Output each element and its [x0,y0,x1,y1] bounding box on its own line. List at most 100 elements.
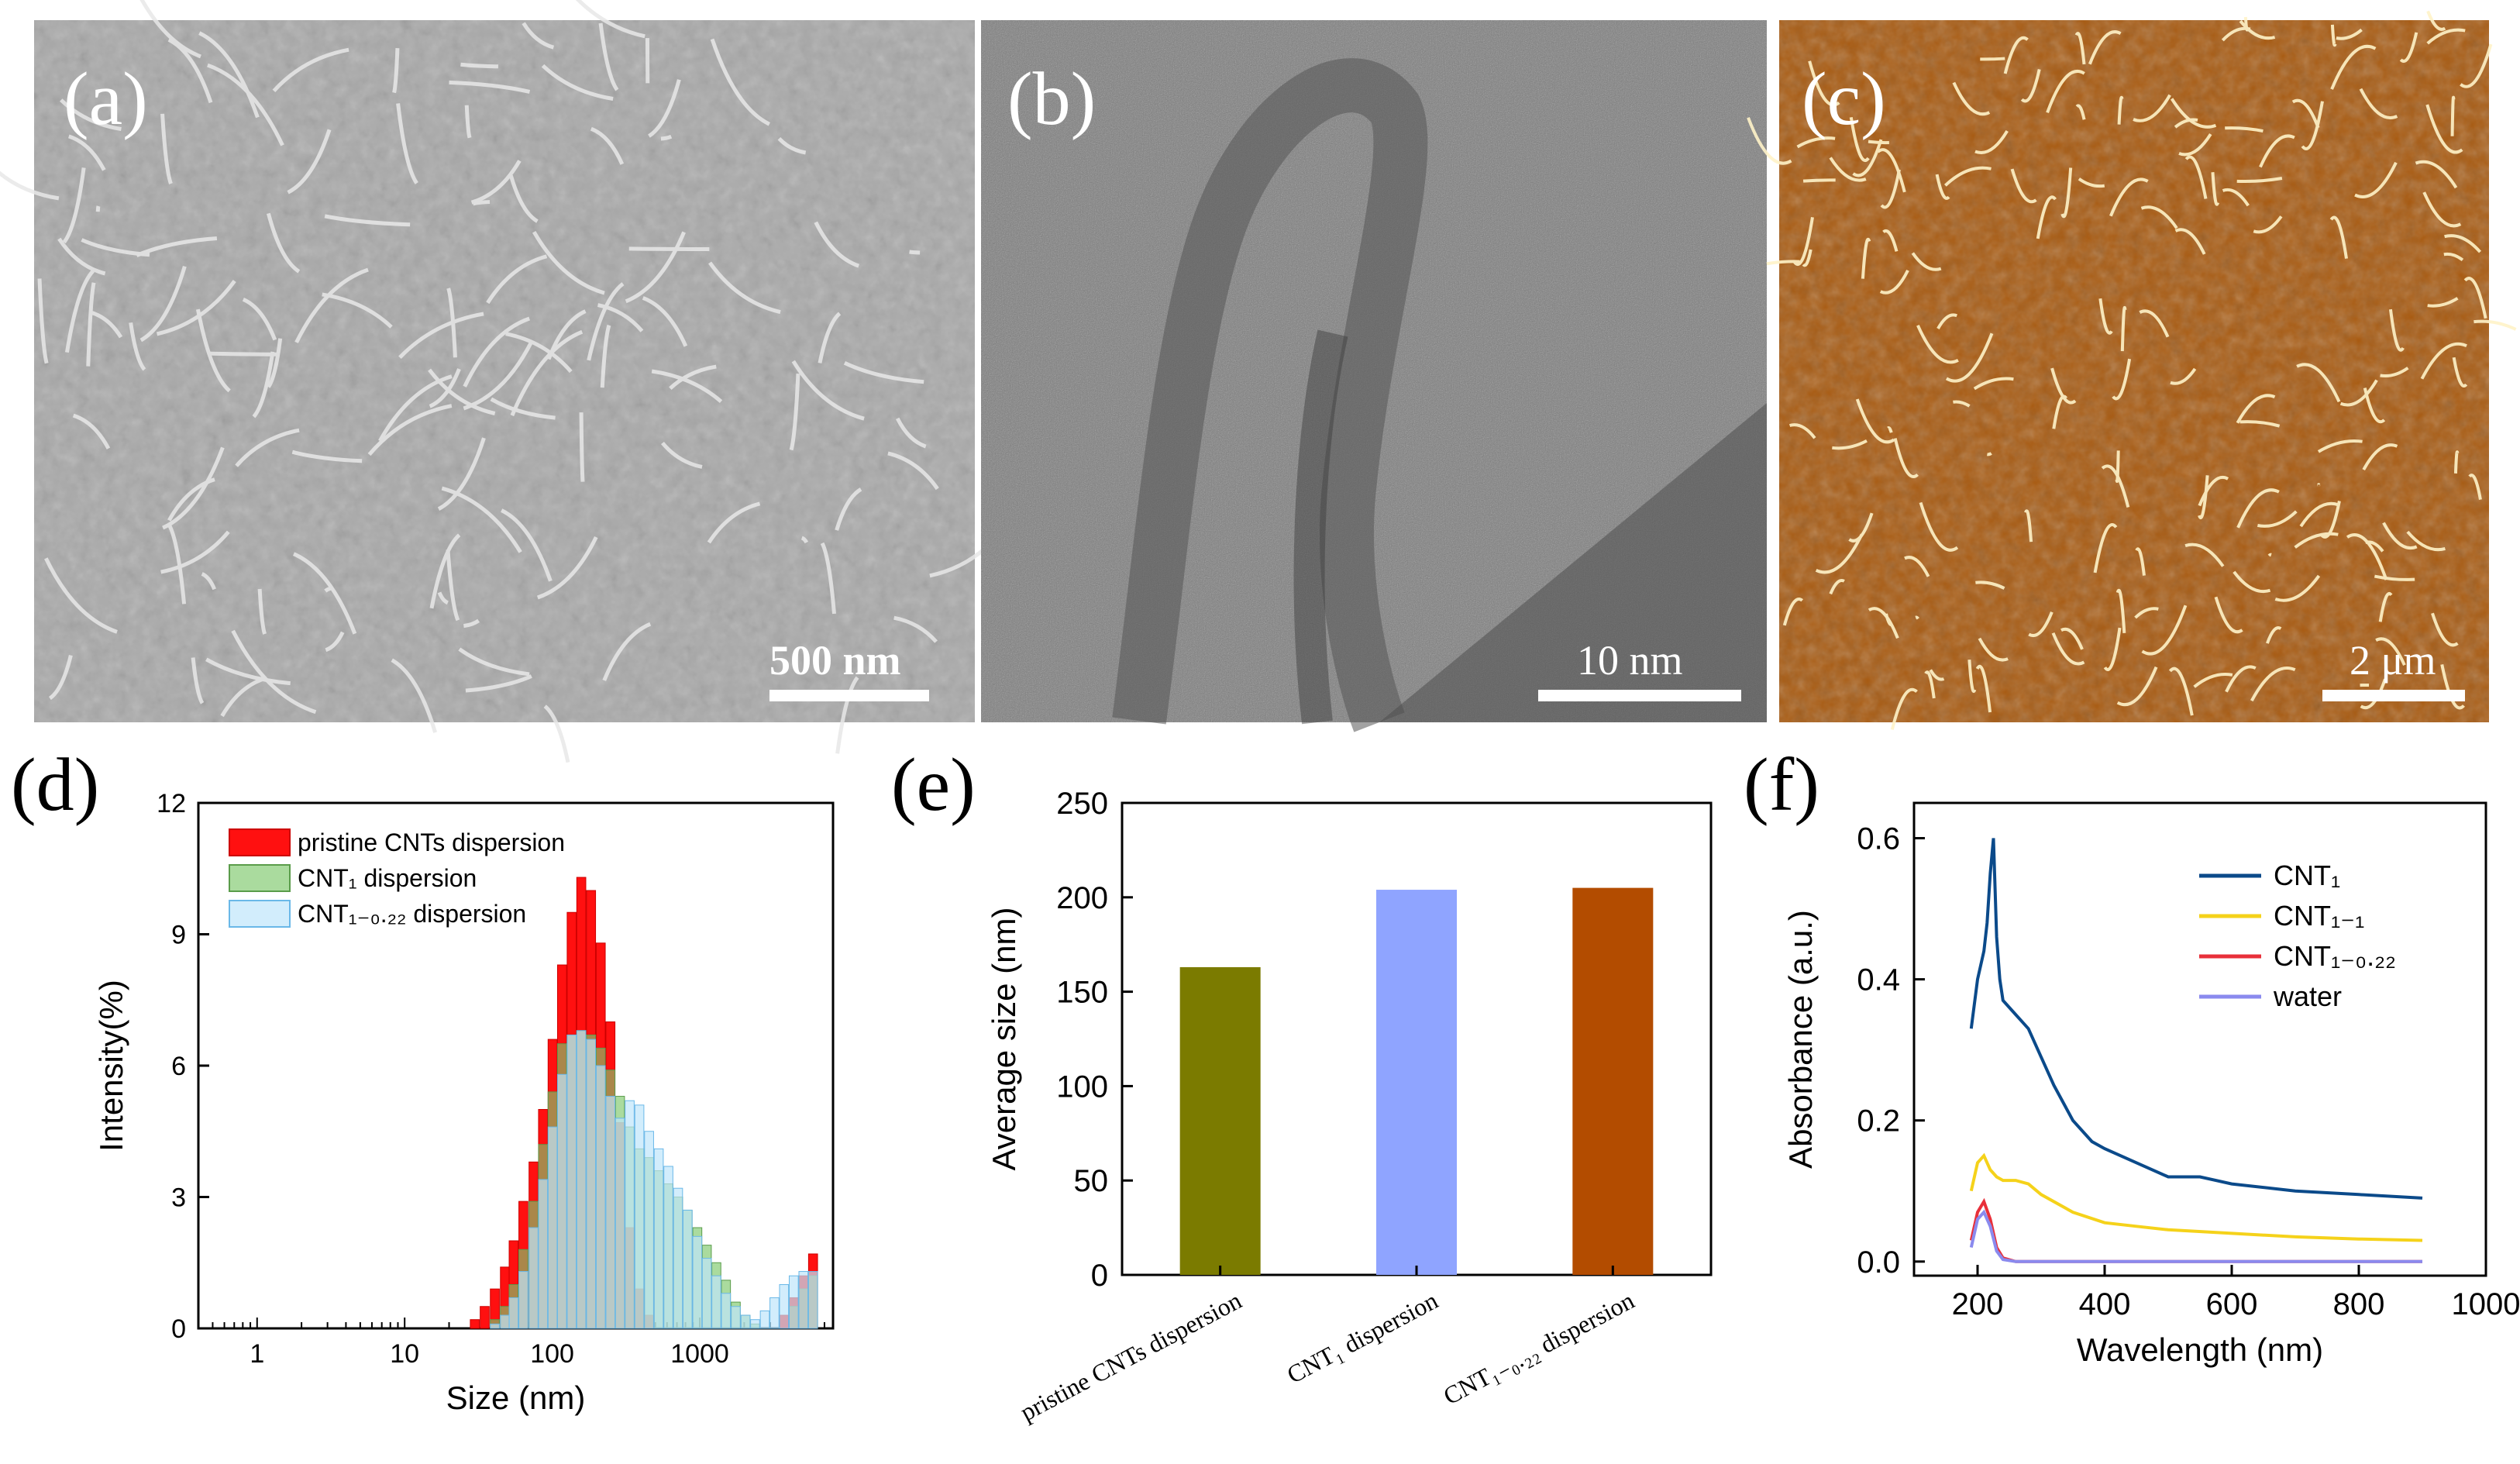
sem-fiber [235,428,300,467]
afm-fiber [2139,309,2170,338]
afm-fiber [1893,438,1919,478]
sem-fiber [463,618,480,629]
afm-fiber [2299,501,2339,528]
afm-fiber [1929,669,1945,681]
chart-d-bar-series-2 [731,1306,741,1329]
sem-fiber [437,591,449,605]
afm-fiber [1796,136,1836,149]
afm-fiber [1952,81,1991,116]
sem-fiber [160,530,230,574]
chart-e-bar-1 [1376,890,1457,1275]
chart-e-ytick-label: 50 [1074,1164,1109,1198]
sem-fiber [429,368,461,408]
afm-fiber [2168,667,2194,716]
afm-fiber [1849,117,1870,162]
sem-fiber [287,129,332,195]
sem-fiber [579,412,585,482]
chart-d-bar-series-2 [528,1227,539,1329]
sem-fiber [81,238,150,257]
afm-fiber [2362,443,2398,471]
sem-fiber [396,103,418,184]
sem-fiber [160,113,173,184]
sem-fiber [710,38,770,126]
afm-fiber [2267,553,2272,557]
afm-fiber [1919,501,1959,552]
chart-d-bar-series-2 [518,1271,528,1329]
sem-fiber [510,329,584,417]
chart-d-ytick-label: 12 [157,789,186,818]
sem-fiber [486,254,548,305]
panel-a-label: (a) [64,57,148,141]
chart-e-bar-2 [1572,887,1654,1275]
afm-fiber [2078,177,2105,188]
sem-fiber [139,265,187,343]
chart-d-bar-series-2 [576,1030,587,1329]
sem-fiber [522,22,555,50]
afm-fiber [2452,357,2468,388]
sem-fiber [895,417,927,449]
afm-fiber [2103,627,2122,671]
sem-fiber [252,351,275,419]
sem-fiber [458,647,530,677]
sem-fiber [64,269,95,353]
chart-f-ytick-label: 0.2 [1857,1104,1900,1138]
panel-b-label: (b) [1007,57,1096,141]
afm-fiber [2109,177,2149,217]
sem-fiber [392,48,400,94]
afm-fiber [2193,673,2233,688]
sem-fiber [508,174,539,223]
chart-f-xtick-label: 1000 [2452,1287,2520,1321]
chart-f-xtick-label: 400 [2079,1287,2131,1321]
afm-fiber [2117,96,2124,125]
chart-f-legend-label-1: CNT₁₋₁ [2274,900,2364,932]
afm-fiber [2415,160,2458,189]
afm-fiber [2174,118,2198,129]
chart-d-bar-series-2 [788,1275,799,1329]
afm-fiber [2046,69,2085,114]
sem-fiber [463,339,534,411]
afm-fiber [1887,426,1893,433]
afm-fiber [2420,342,2467,380]
afm-fiber [1980,57,2005,61]
afm-fiber [1861,237,1871,279]
afm-fiber [2221,26,2251,42]
afm-fiber [2399,32,2418,63]
afm-fiber [1975,580,2005,590]
panel-b-scale-bar [1538,690,1741,701]
afm-fiber [2051,632,2085,666]
sem-fiber [465,674,532,693]
afm-fiber [2112,358,2132,401]
afm-fiber [2074,32,2086,65]
sem-fiber [446,549,460,622]
afm-fiber [2222,188,2250,207]
chart-f-line-3 [1969,1209,2422,1263]
afm-fiber [2140,205,2178,229]
chart-d-bar-series-2 [586,1039,597,1329]
sem-fiber [661,441,703,469]
afm-fiber [2184,543,2225,567]
chart-d-bar-series-2 [673,1187,683,1329]
chart-d-legend-label-1: CNT₁ dispersion [298,864,477,892]
sem-fiber [139,0,201,59]
afm-fiber [1802,178,1836,183]
sem-fiber [543,704,570,763]
sem-fiber [628,246,710,252]
sem-fiber [814,221,860,268]
afm-fiber [2336,28,2363,40]
sem-fiber [57,237,106,276]
afm-fiber [2359,88,2398,119]
chart-d-bar-series-2 [644,1131,654,1329]
afm-fiber [2360,678,2387,709]
chart-d-bar-series-2 [595,1065,606,1329]
afm-fiber [1829,579,1845,595]
chart-f-xtick-label: 800 [2333,1287,2385,1321]
afm-fiber [2453,450,2460,474]
afm-fiber [2075,104,2086,120]
sem-fiber [48,654,73,701]
afm-fiber [2250,666,2296,702]
afm-fiber [1848,512,1874,543]
afm-fiber [2088,30,2122,65]
sem-fiber [191,657,205,704]
sem-fiber [129,322,146,371]
